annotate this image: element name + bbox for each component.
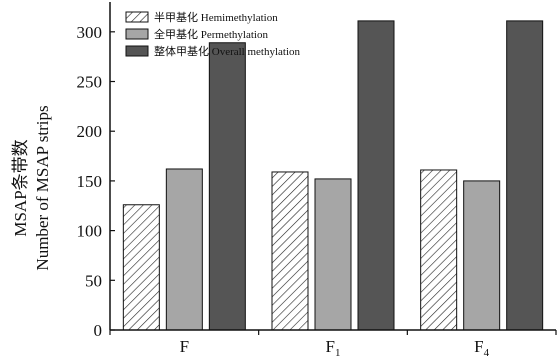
x-tick-label-F: F — [180, 337, 189, 356]
bar-series2-F — [165, 168, 203, 331]
legend-label-1: 半甲基化 Hemimethylation — [154, 10, 278, 24]
legend-label-2: 全甲基化 Permethylation — [154, 27, 268, 41]
bar-series3-F — [208, 42, 246, 331]
y-axis-title: MSAP条带数 Number of MSAP strips — [11, 105, 52, 270]
bar-series2-F1 — [314, 178, 352, 331]
bar-series3-F4 — [506, 20, 544, 331]
y-tick-label-300: 300 — [77, 23, 103, 42]
y-tick-label-250: 250 — [77, 73, 103, 92]
legend-swatch-1 — [125, 11, 149, 23]
y-tick-label-200: 200 — [77, 122, 103, 141]
legend-label-3: 整体甲基化 Overall methylation — [154, 44, 301, 58]
bar-series1-F1 — [271, 171, 309, 331]
axes: 0 50 100 150 200 250 300 F F1 F4 — [77, 2, 557, 356]
bar-series3-F1 — [357, 20, 395, 331]
x-tick-label-F1: F1 — [326, 337, 341, 356]
bars — [122, 20, 544, 331]
x-tick-label-F4: F4 — [474, 337, 489, 356]
y-tick-label-0: 0 — [94, 321, 103, 340]
legend-swatch-3 — [125, 45, 149, 57]
y-axis-title-en: Number of MSAP strips — [33, 105, 52, 270]
y-tick-label-100: 100 — [77, 222, 103, 241]
legend: 半甲基化 Hemimethylation 全甲基化 Permethylation 整… — [125, 10, 301, 58]
y-tick-label-150: 150 — [77, 172, 103, 191]
y-axis-title-cn: MSAP条带数 — [11, 139, 30, 236]
y-tick-label-50: 50 — [85, 271, 102, 290]
legend-swatch-2 — [125, 28, 149, 40]
bar-series2-F4 — [463, 180, 501, 331]
bar-series1-F — [122, 204, 160, 331]
bar-series1-F4 — [420, 169, 458, 331]
